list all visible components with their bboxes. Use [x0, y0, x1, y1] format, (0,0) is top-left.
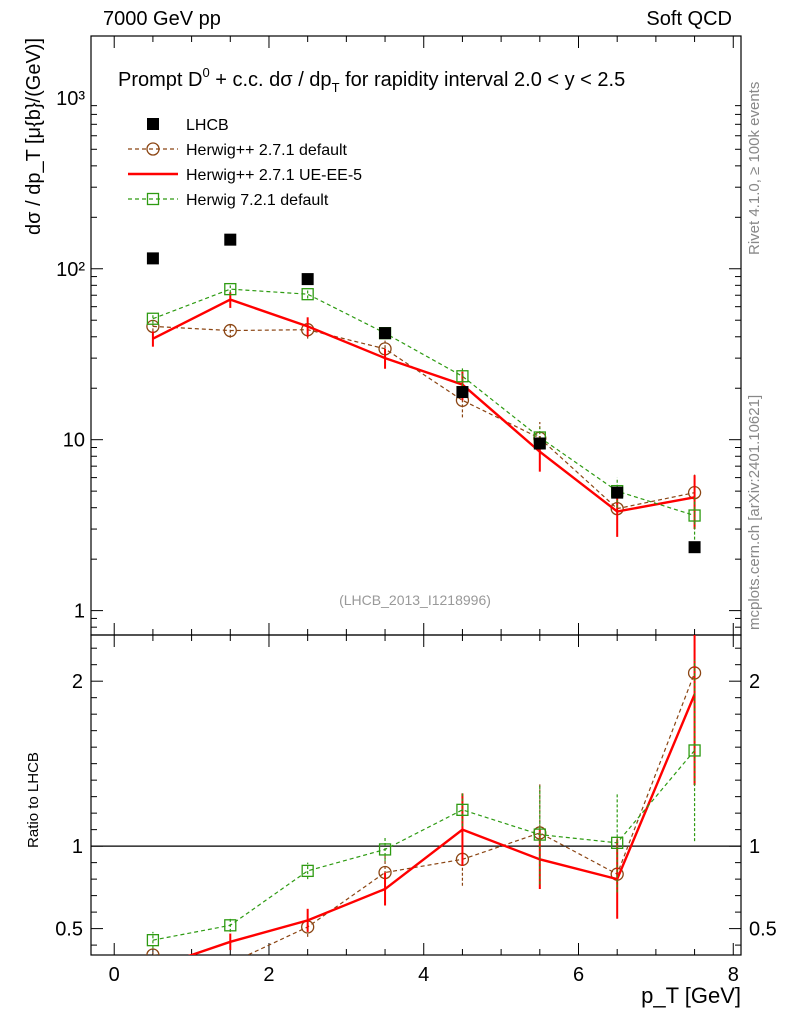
- main-point-herwig-7-2-1-default: [688, 509, 701, 522]
- ratio-frame: [90, 634, 742, 956]
- main-point-lhcb: [533, 437, 546, 450]
- main-point-herwig-7-2-1-default: [456, 370, 469, 383]
- ratio-y-tick-label-left: 1: [72, 836, 83, 858]
- ratio-y-tick-label-left: 2: [72, 671, 83, 693]
- x-tick-label: 6: [573, 964, 584, 986]
- main-series-group: [146, 233, 702, 554]
- ratio-y-tick-label-left: 0.5: [55, 919, 83, 941]
- category-label: Soft QCD: [646, 8, 732, 30]
- main-point-herwig-2-7-1-default: [223, 323, 237, 338]
- x-axis-label: p_T [GeV]: [641, 983, 741, 1008]
- mcplots-source-label: mcplots.cern.ch [arXiv:2401.10621]: [746, 394, 763, 630]
- ratio-y-tick-label-right: 1: [749, 836, 760, 858]
- ratio-line-herwig-7-2-1-default: [152, 750, 696, 941]
- legend-label-lhcb: LHCB: [186, 117, 229, 134]
- ratio-y-axis-label: Ratio to LHCB: [25, 752, 42, 848]
- y-tick-label: 10³: [56, 88, 85, 110]
- main-point-lhcb: [146, 252, 159, 265]
- main-line-herwig-7-2-1-default: [152, 288, 695, 517]
- ratio-point-herwig-2-7-1-default: [224, 957, 236, 969]
- legend-marker-herwig-7-2-1-default: [146, 192, 160, 206]
- ratio-line-herwig-2-7-1-ue-ee-5: [187, 693, 696, 955]
- ratio-point-herwig-7-2-1-default: [301, 864, 314, 878]
- legend-marker-herwig-2-7-1-default: [146, 142, 160, 156]
- main-y-axis-label: dσ / dp_T [μ{b}/(GeV)]: [23, 38, 45, 235]
- legend-label-herwig-7-2-1-default: Herwig 7.2.1 default: [186, 192, 329, 209]
- x-tick-label: 4: [418, 964, 429, 986]
- main-point-lhcb: [688, 541, 701, 554]
- ratio-series-group: [146, 635, 702, 969]
- main-line-herwig-2-7-1-default: [152, 325, 695, 510]
- y-tick-label: 10: [63, 430, 85, 452]
- ratio-point-herwig-7-2-1-default: [688, 744, 701, 757]
- legend-label-herwig-2-7-1-ue-ee-5: Herwig++ 2.7.1 UE-EE-5: [186, 167, 362, 184]
- ratio-line-herwig-2-7-1-default: [152, 672, 696, 955]
- x-tick-label: 2: [263, 964, 274, 986]
- main-point-lhcb: [456, 386, 469, 399]
- ratio-point-herwig-7-2-1-default: [533, 828, 546, 841]
- legend-label-herwig-2-7-1-default: Herwig++ 2.7.1 default: [186, 142, 348, 159]
- main-point-lhcb: [224, 233, 237, 246]
- rivet-version-label: Rivet 4.1.0, ≥ 100k events: [746, 81, 763, 255]
- y-tick-label: 1: [74, 601, 85, 623]
- ratio-y-tick-label-right: 0.5: [749, 919, 777, 941]
- main-point-herwig-7-2-1-default: [224, 282, 237, 296]
- legend-marker-lhcb: [147, 118, 159, 130]
- ratio-point-herwig-7-2-1-default: [146, 934, 160, 947]
- main-point-lhcb: [379, 327, 392, 340]
- ratio-point-herwig-7-2-1-default: [456, 803, 469, 816]
- ratio-point-herwig-2-7-1-default: [146, 948, 160, 955]
- x-tick-label: 0: [109, 964, 120, 986]
- main-point-herwig-7-2-1-default: [146, 312, 160, 325]
- energy-beam-label: 7000 GeV pp: [103, 8, 221, 30]
- y-tick-label: 10²: [56, 259, 85, 281]
- chart-title: Prompt D0 + c.c. dσ / dpT for rapidity i…: [118, 65, 625, 95]
- analysis-watermark: (LHCB_2013_I1218996): [339, 592, 491, 608]
- main-point-lhcb: [301, 273, 314, 286]
- main-point-lhcb: [611, 486, 624, 499]
- main-point-herwig-7-2-1-default: [301, 288, 314, 301]
- ratio-point-herwig-7-2-1-default: [611, 836, 624, 849]
- main-line-herwig-2-7-1-ue-ee-5: [152, 298, 695, 513]
- x-tick-label: 8: [728, 964, 739, 986]
- ratio-point-herwig-7-2-1-default: [224, 919, 237, 932]
- ratio-point-herwig-7-2-1-default: [378, 843, 392, 856]
- ratio-y-tick-label-right: 2: [749, 671, 760, 693]
